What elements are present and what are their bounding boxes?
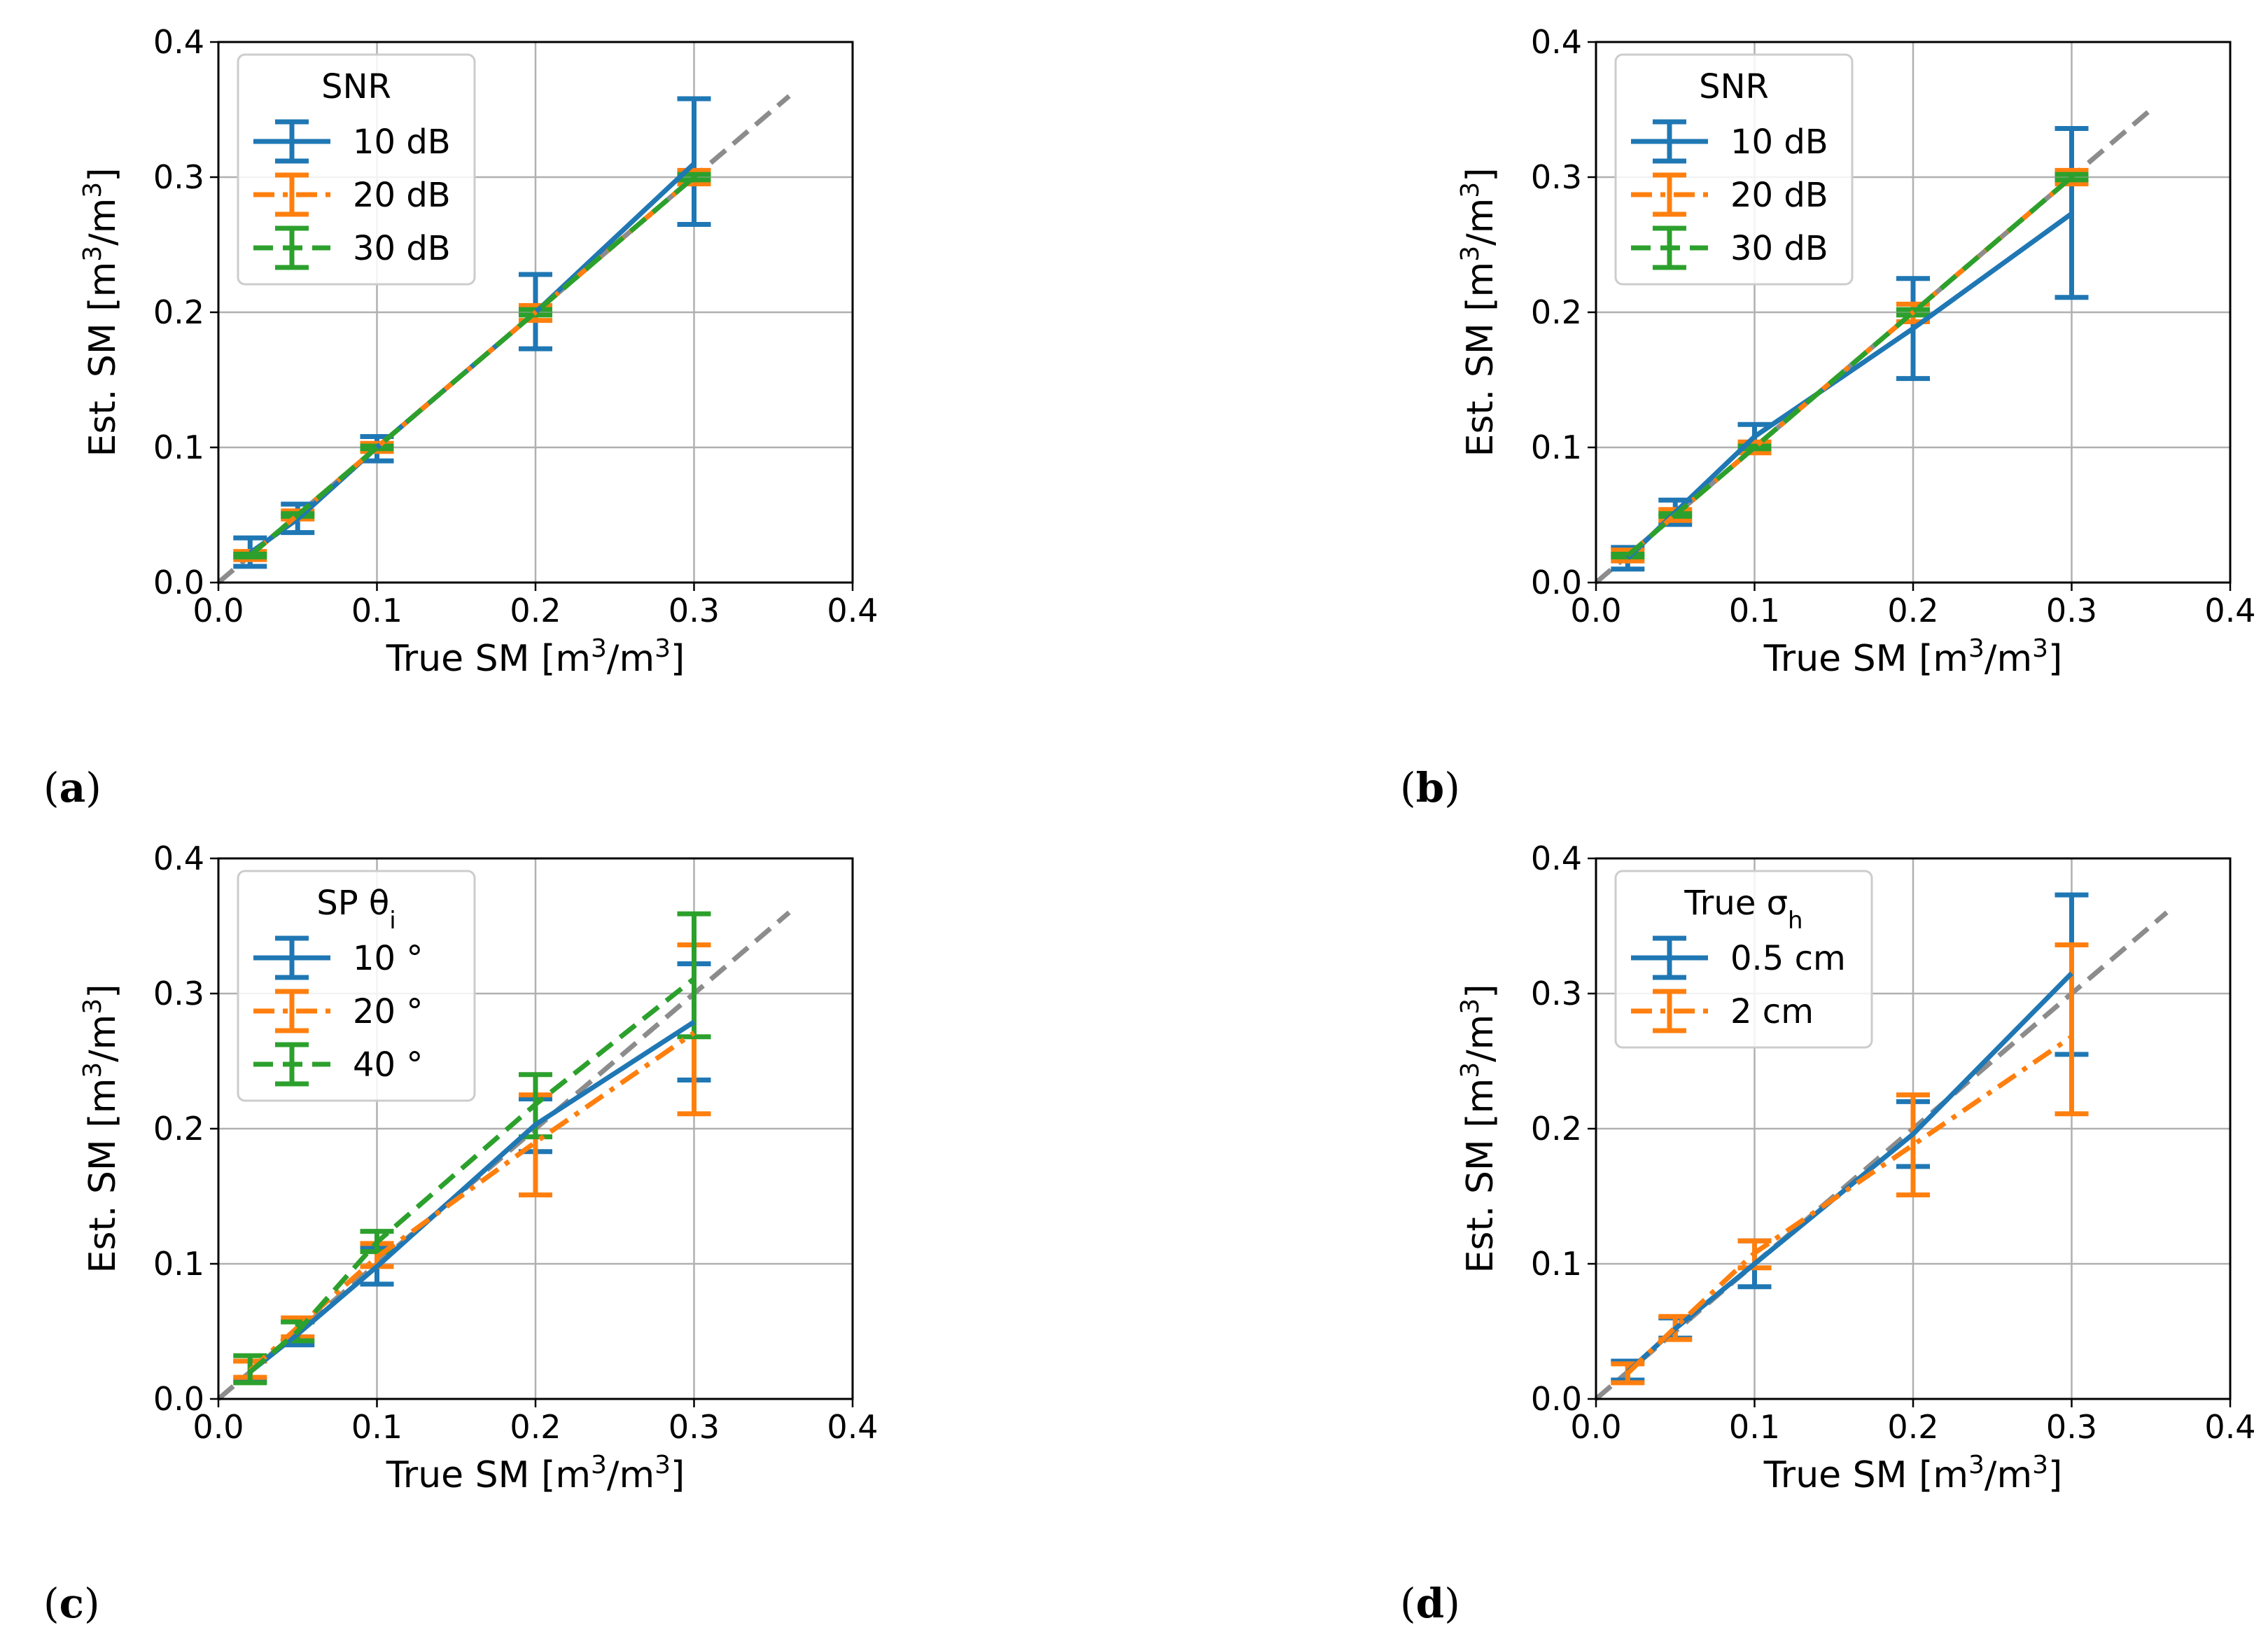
legend-box: [1614, 870, 1873, 1049]
axes-frame: [217, 41, 854, 584]
y-axis-label: Est. SM [m3/m3]: [1456, 984, 1502, 1273]
panel-label: (a): [43, 764, 102, 811]
x-tick-label: 0.3: [668, 592, 720, 629]
panel-label: (b): [1400, 764, 1460, 811]
y-tick-label: 0.4: [153, 840, 204, 877]
y-tick-label: 0.3: [1531, 158, 1582, 196]
y-tick-label: 0.0: [153, 564, 204, 601]
series-line-3: [1626, 175, 2073, 558]
x-tick-label: 0.2: [1887, 592, 1938, 629]
y-tick-label: 0.4: [1531, 840, 1582, 877]
y-tick-label: 0.2: [153, 293, 204, 331]
axes-frame: [1595, 857, 2232, 1400]
legend-title: True σh: [1684, 884, 1802, 935]
chart-panel-d: 0.0 0.1 0.2 0.3 0.4 0.0 0.1 0.2 0.3 0.4 True SM [m…: [1400, 840, 2256, 1627]
axes-frame: [217, 857, 854, 1400]
legend-entry-label: 2 cm: [1730, 992, 1814, 1031]
x-tick-label: 0.1: [1729, 1408, 1780, 1446]
x-tick-label: 0.3: [2046, 1408, 2097, 1446]
series-line-2: [1625, 1034, 2073, 1375]
legend-entry-label: 20 dB: [353, 176, 451, 215]
y-tick-label: 0.1: [1531, 429, 1582, 466]
y-tick-label: 0.3: [153, 158, 204, 196]
x-axis-label: True SM [m3/m3]: [386, 634, 685, 681]
legend-entry-label: 10 dB: [353, 123, 451, 162]
x-tick-label: 0.0: [192, 1408, 244, 1446]
x-tick-label: 0.0: [1570, 1408, 1621, 1446]
legend-entry-label: 20 °: [353, 992, 423, 1031]
x-tick-label: 0.0: [1570, 592, 1621, 629]
legend-entry-label: 10 dB: [1730, 123, 1828, 162]
x-tick-label: 0.4: [2204, 592, 2255, 629]
legend-entry-label: 20 dB: [1730, 176, 1828, 215]
y-tick-label: 0.4: [153, 23, 204, 61]
x-tick-label: 0.0: [192, 592, 244, 629]
legend-entry-label: 10 °: [353, 939, 423, 978]
y-tick-label: 0.2: [1531, 1110, 1582, 1148]
legend-entry-label: 30 dB: [353, 229, 451, 268]
x-tick-label: 0.4: [2204, 1408, 2255, 1446]
legend-entry-label: 40 °: [353, 1045, 423, 1085]
y-tick-label: 0.2: [1531, 293, 1582, 331]
legend: SNR 10 dB 20 dB 30 dB: [1614, 53, 1854, 286]
legend-title: SNR: [1699, 67, 1769, 106]
x-axis-label: True SM [m3/m3]: [1763, 634, 2063, 681]
x-axis-label: True SM [m3/m3]: [386, 1451, 685, 1497]
y-tick-label: 0.3: [153, 975, 204, 1012]
y-tick-label: 0.1: [153, 429, 204, 466]
chart-panel-c: 0.0 0.1 0.2 0.3 0.4 0.0 0.1 0.2 0.3 0.4 True SM [m…: [43, 840, 878, 1627]
x-tick-label: 0.1: [351, 1408, 402, 1446]
y-tick-label: 0.4: [1531, 23, 1582, 61]
chart-panel-b: 0.0 0.1 0.2 0.3 0.4 0.0 0.1 0.2 0.3 0.4 True SM [m…: [1400, 23, 2256, 811]
y-axis-label: Est. SM [m3/m3]: [78, 167, 125, 457]
x-tick-label: 0.4: [827, 592, 878, 629]
x-tick-label: 0.3: [668, 1408, 720, 1446]
y-axis-label: Est. SM [m3/m3]: [78, 984, 125, 1273]
series-line-3: [248, 977, 696, 1374]
legend: SP θi 10 ° 20 ° 40 °: [237, 870, 476, 1102]
x-axis-label: True SM [m3/m3]: [1763, 1451, 2063, 1497]
x-tick-label: 0.2: [510, 592, 561, 629]
y-tick-label: 0.2: [153, 1110, 204, 1148]
x-tick-label: 0.3: [2046, 592, 2097, 629]
chart-panel-a: 0.0 0.1 0.2 0.3 0.4 0.0 0.1 0.2 0.3 0.4 True SM [m…: [43, 23, 878, 811]
legend: SNR 10 dB 20 dB 30 dB: [237, 53, 476, 286]
x-tick-label: 0.1: [1729, 592, 1780, 629]
legend-title: SP θi: [316, 884, 396, 935]
panel-label: (d): [1400, 1580, 1460, 1627]
legend-entry-label: 0.5 cm: [1730, 939, 1846, 978]
x-tick-label: 0.4: [827, 1408, 878, 1446]
y-tick-label: 0.0: [153, 1380, 204, 1418]
legend: True σh 0.5 cm 2 cm: [1614, 870, 1873, 1049]
y-tick-label: 0.1: [1531, 1245, 1582, 1283]
x-tick-label: 0.2: [1887, 1408, 1938, 1446]
legend-title: SNR: [321, 67, 391, 106]
series-line-3: [248, 175, 696, 558]
y-tick-label: 0.1: [153, 1245, 204, 1283]
y-axis-label: Est. SM [m3/m3]: [1456, 167, 1502, 457]
legend-entry-label: 30 dB: [1730, 229, 1828, 268]
y-tick-label: 0.3: [1531, 975, 1582, 1012]
y-tick-label: 0.0: [1531, 564, 1582, 601]
x-tick-label: 0.1: [351, 592, 402, 629]
y-tick-label: 0.0: [1531, 1380, 1582, 1418]
x-tick-label: 0.2: [510, 1408, 561, 1446]
panel-label: (c): [43, 1580, 100, 1627]
axes-frame: [1595, 41, 2232, 584]
